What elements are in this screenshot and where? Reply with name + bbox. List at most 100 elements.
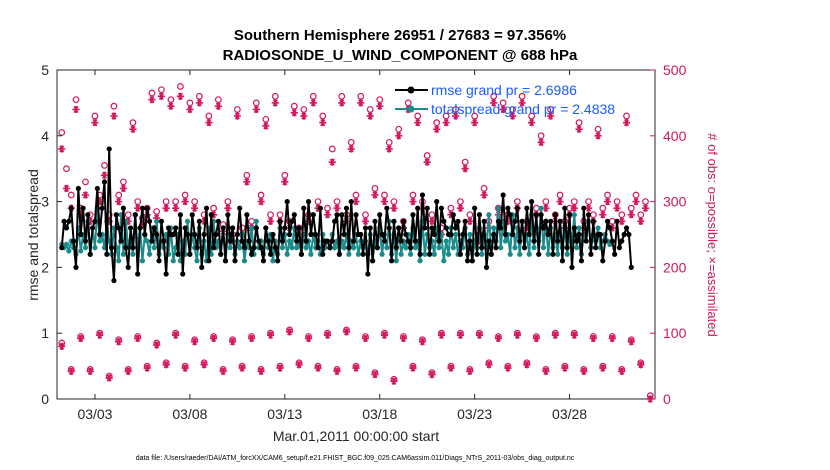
obs-possible-point xyxy=(642,198,649,206)
obs-assimilated-point xyxy=(129,125,137,133)
obs-assimilated-point xyxy=(77,334,85,343)
series-point-rmse xyxy=(410,212,416,218)
series-point-totalspread xyxy=(241,258,248,264)
series-point-rmse xyxy=(576,231,582,238)
series-point-rmse xyxy=(303,238,309,244)
series-point-rmse xyxy=(417,251,423,257)
obs-assimilated-point xyxy=(380,198,389,206)
obs-possible-point xyxy=(613,198,621,206)
series-point-rmse xyxy=(142,231,148,238)
series-point-rmse xyxy=(85,212,91,218)
series-point-rmse xyxy=(374,245,380,251)
series-point-totalspread xyxy=(248,225,255,231)
series-point-rmse xyxy=(89,225,96,231)
obs-assimilated-point xyxy=(361,217,370,225)
series-point-totalspread xyxy=(66,248,72,254)
obs-assimilated-point xyxy=(257,367,265,375)
series-point-rmse xyxy=(521,245,528,251)
obs-assimilated-point xyxy=(167,102,175,110)
series-point-rmse xyxy=(593,245,599,251)
left-y-tick-label: 3 xyxy=(41,194,49,210)
obs-possible-point xyxy=(224,198,232,206)
series-point-rmse xyxy=(263,225,269,231)
obs-possible-point xyxy=(366,106,374,113)
series-point-rmse xyxy=(562,205,568,211)
right-y-ticks: 0 100 200 300 400 500 xyxy=(650,62,687,407)
series-point-totalspread xyxy=(431,251,437,257)
series-point-rmse xyxy=(370,258,376,264)
series-point-rmse xyxy=(87,251,93,257)
series-point-rmse xyxy=(557,218,563,224)
series-point-rmse xyxy=(604,218,611,224)
obs-assimilated-point xyxy=(333,367,341,375)
legend-rmse-marker xyxy=(407,86,415,94)
obs-assimilated-point xyxy=(499,105,507,114)
obs-possible-point xyxy=(414,112,422,120)
obs-assimilated-point xyxy=(62,184,71,193)
obs-possible-point xyxy=(490,92,498,100)
obs-assimilated-point xyxy=(162,204,170,212)
series-point-rmse xyxy=(524,205,530,211)
obs-possible-point xyxy=(480,185,488,192)
series-point-rmse xyxy=(267,251,274,257)
obs-possible-point xyxy=(594,125,602,133)
series-point-rmse xyxy=(436,238,442,244)
right-y-tick-label: 200 xyxy=(663,259,687,275)
obs-possible-point xyxy=(314,198,322,206)
series-point-rmse xyxy=(180,271,186,277)
obs-assimilated-point xyxy=(423,158,431,166)
obs-assimilated-point xyxy=(181,198,189,206)
obs-assimilated-point xyxy=(72,105,80,114)
series-point-rmse xyxy=(590,218,596,224)
series-point-rmse xyxy=(127,225,134,231)
series-point-rmse xyxy=(258,245,264,251)
series-point-totalspread xyxy=(407,251,414,257)
series-point-rmse xyxy=(550,251,556,257)
series-point-rmse xyxy=(275,258,281,264)
series-point-rmse xyxy=(192,231,198,238)
series-point-totalspread xyxy=(595,225,601,231)
series-point-rmse xyxy=(464,258,471,264)
series-point-rmse xyxy=(97,231,103,238)
obs-assimilated-point xyxy=(247,334,256,343)
series-point-rmse xyxy=(343,205,350,211)
obs-possible-point xyxy=(267,211,274,219)
legend: rmse grand pr = 2.6986 totalspread grand… xyxy=(395,82,615,117)
series-point-rmse xyxy=(443,225,449,231)
series-point-rmse xyxy=(182,225,188,231)
obs-assimilated-point xyxy=(200,361,208,369)
series-point-totalspread xyxy=(491,225,497,231)
obs-assimilated-point xyxy=(637,361,645,369)
series-point-totalspread xyxy=(351,245,357,251)
obs-assimilated-point xyxy=(608,334,616,343)
obs-assimilated-point xyxy=(214,102,222,110)
series-point-rmse xyxy=(137,225,143,231)
series-point-rmse xyxy=(154,231,160,238)
series-point-totalspread xyxy=(443,238,449,244)
obs-possible-point xyxy=(324,204,331,212)
series-point-rmse xyxy=(341,231,347,238)
obs-assimilated-point xyxy=(347,145,355,153)
obs-possible-point xyxy=(518,92,526,100)
obs-possible-point xyxy=(120,178,127,186)
series-point-rmse xyxy=(227,238,233,244)
obs-assimilated-point xyxy=(637,217,645,225)
series-point-rmse xyxy=(564,245,570,251)
series-point-totalspread xyxy=(194,258,200,264)
series-point-rmse xyxy=(566,212,573,218)
obs-assimilated-point xyxy=(119,184,128,193)
series-point-rmse xyxy=(130,245,136,251)
obs-assimilated-point xyxy=(532,334,540,343)
series-point-rmse xyxy=(175,251,181,257)
series-point-rmse xyxy=(547,218,554,224)
series-point-totalspread xyxy=(412,245,418,251)
series-point-rmse xyxy=(113,212,119,218)
obs-assimilated-point xyxy=(380,331,389,339)
series-point-rmse xyxy=(329,238,335,244)
series-point-rmse xyxy=(400,218,407,224)
obs-assimilated-point xyxy=(81,191,90,199)
series-point-rmse xyxy=(455,218,461,224)
series-point-rmse xyxy=(284,199,290,205)
x-tick-label: 03/23 xyxy=(457,406,492,422)
obs-possible-point xyxy=(205,112,213,120)
